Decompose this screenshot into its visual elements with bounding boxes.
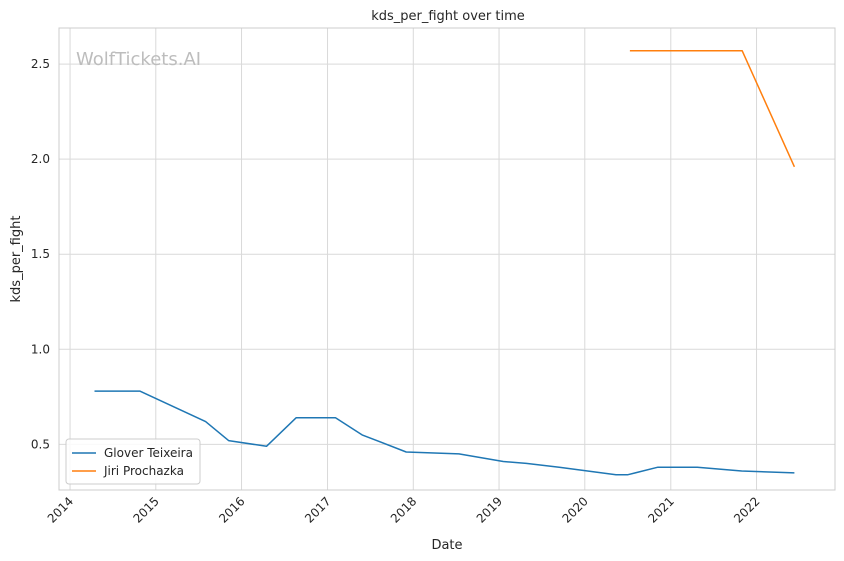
- series-line-glover-teixeira: [94, 390, 795, 476]
- x-tick-label: 2016: [216, 494, 247, 525]
- x-axis-label: Date: [431, 538, 462, 553]
- legend-label-jiri: Jiri Prochazka: [103, 464, 184, 478]
- x-tick-label: 2020: [559, 494, 590, 525]
- y-tick-label: 2.5: [31, 57, 50, 71]
- x-tick-label: 2014: [45, 494, 76, 525]
- x-tick-label: 2015: [130, 494, 161, 525]
- y-tick-label: 1.0: [31, 342, 50, 356]
- x-tick-label: 2019: [474, 494, 505, 525]
- y-tick-label: 2.0: [31, 152, 50, 166]
- chart-title: kds_per_fight over time: [371, 9, 525, 24]
- legend: Glover Teixeira Jiri Prochazka: [65, 438, 201, 485]
- x-tick-label: 2018: [388, 494, 419, 525]
- x-tick-label: 2021: [645, 494, 676, 525]
- x-tick-label: 2022: [731, 494, 762, 525]
- legend-box: [65, 438, 201, 485]
- y-axis-label: kds_per_fight: [9, 216, 24, 303]
- plot-area: [58, 27, 836, 491]
- series: [94, 50, 796, 476]
- y-tick-label: 0.5: [31, 437, 50, 451]
- series-line-jiri-prochazka: [629, 50, 796, 168]
- legend-label-glover: Glover Teixeira: [104, 446, 193, 460]
- watermark: WolfTickets.AI: [76, 49, 201, 70]
- grid: [59, 28, 835, 490]
- y-tick-label: 1.5: [31, 247, 50, 261]
- x-tick-label: 2017: [302, 494, 333, 525]
